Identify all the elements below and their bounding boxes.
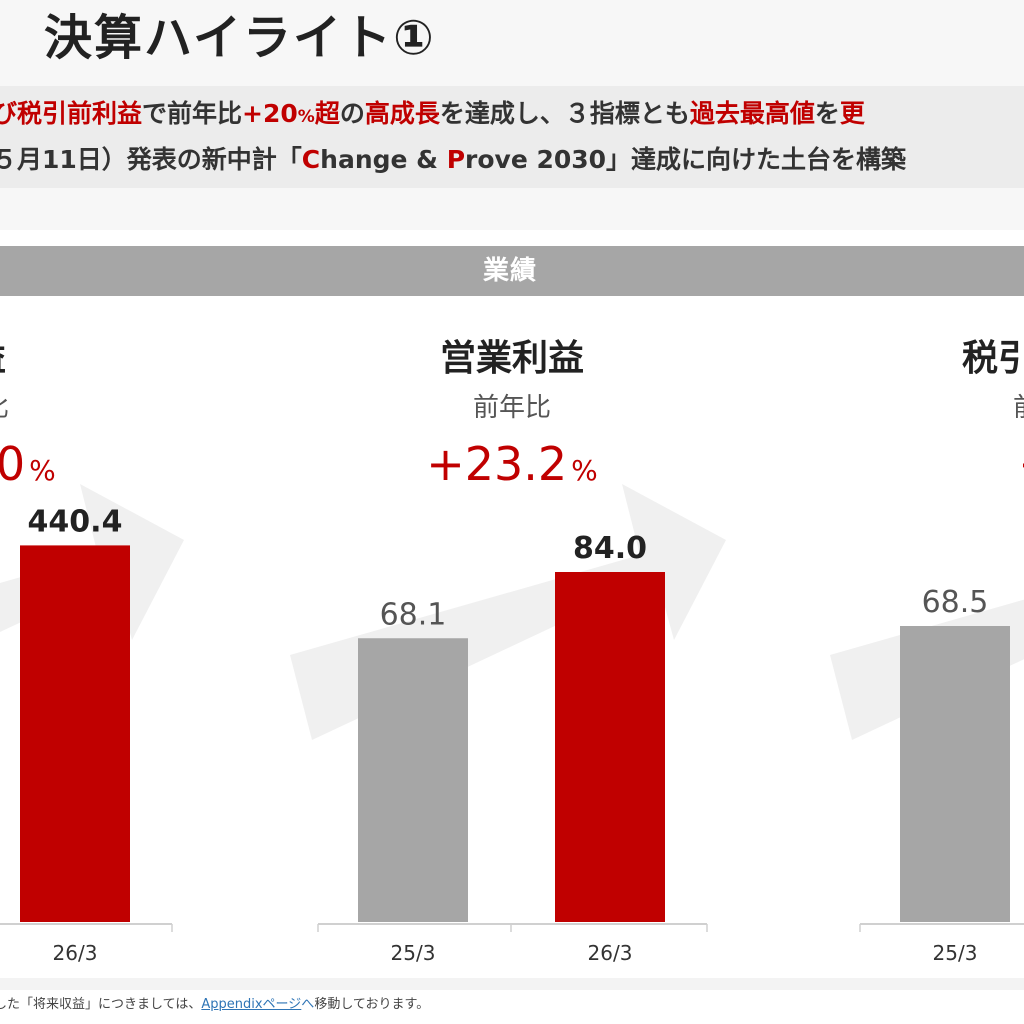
summary-segment: +20 [242,99,298,128]
growth-value: +2 [1018,437,1024,491]
footnote-suffix: 移動しております。 [314,997,430,1012]
appendix-link[interactable]: Appendixページ [201,997,302,1012]
bar-26-3 [555,572,665,922]
category-label: 26/3 [588,941,633,965]
summary-segment: で前年比 [142,99,243,128]
category-label: 25/3 [391,941,436,965]
page-title: 決算ハイライト① [44,10,436,66]
growth-percentage: +23.2% [426,437,598,491]
summary-line-1: び税引前利益で前年比+20%超の高成長を達成し、３指標とも過去最高値を更 [0,96,865,135]
bar-26-3 [20,545,130,922]
growth-unit: % [29,454,56,487]
section-header-results: 業績 [0,246,1024,296]
category-label: 26/3 [53,941,98,965]
summary-segment: を達成し、３指標とも [439,99,690,128]
summary-line-2: ５月11日）発表の新中計「Change & Prove 2030」達成に向けた土… [0,142,906,178]
growth-value: +23.2 [426,437,567,491]
growth-percentage: +10.0% [0,437,56,491]
bar-value-label: 84.0 [573,531,647,566]
bar-25-3 [358,638,468,922]
bar-25-3 [900,626,1010,922]
summary-segment: 超 [314,99,340,128]
summary-segment: び税引前利益 [0,99,143,128]
summary-segment: 高成長 [364,99,440,128]
chart-subtitle: 前年比 [473,393,551,423]
bar-value-label: 68.5 [922,585,989,620]
growth-percentage: +2 [1018,437,1024,491]
footnote-prefix: した「将来収益」につきましては、 [0,997,202,1012]
summary-segment: C [301,145,321,174]
summary-segment: 過去最高値 [689,99,815,128]
summary-segment: 更 [839,99,865,128]
bar-value-label: 440.4 [28,504,123,539]
footnote-arrow: へ [301,997,315,1012]
summary-segment: hange & [320,145,447,174]
growth-value: +10.0 [0,437,25,491]
growth-unit: % [571,454,598,487]
summary-segment: P [446,145,466,174]
summary-segment: ５月11日）発表の新中計「 [0,145,302,174]
category-label: 25/3 [933,941,978,965]
chart-subtitle: 前年比 [0,393,9,423]
footnote: した「将来収益」につきましては、Appendixページへ移動しております。 [0,996,429,1014]
summary-segment: の [339,99,365,128]
section-label: 業績 [482,256,537,286]
footer-band [0,978,1024,990]
chart-title: 収益 [0,338,6,379]
chart-subtitle: 前年比 [1013,393,1024,423]
summary-box: び税引前利益で前年比+20%超の高成長を達成し、３指標とも過去最高値を更 ５月1… [0,86,1024,188]
summary-segment: を [814,99,840,128]
chart-title: 税引前利益 [962,338,1024,379]
bar-value-label: 68.1 [380,597,447,632]
summary-segment: rove 2030」達成に向けた土台を構築 [465,145,907,174]
summary-segment: % [297,107,315,127]
chart-title: 営業利益 [440,338,584,379]
